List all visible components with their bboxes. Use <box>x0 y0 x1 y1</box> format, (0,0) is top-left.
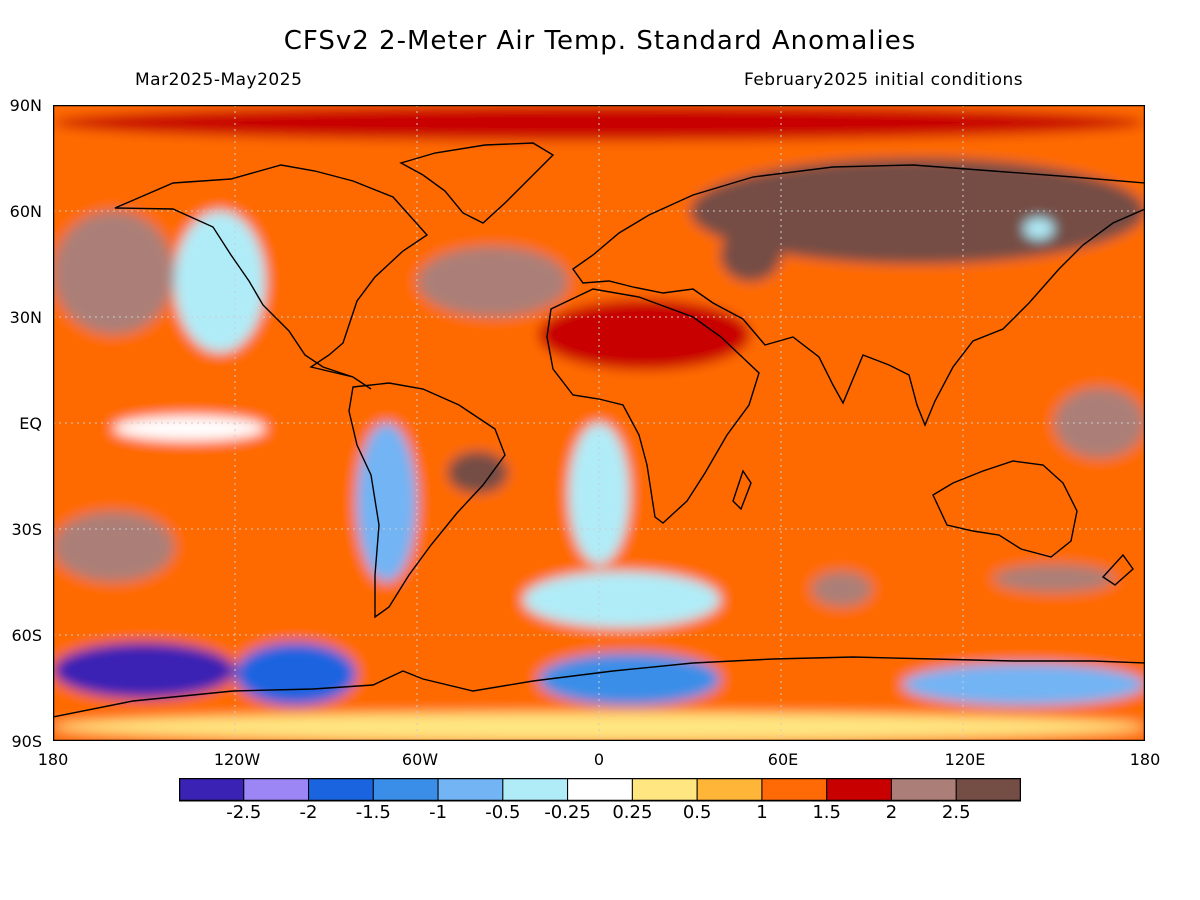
colorbar-label: 2 <box>885 802 898 823</box>
anomaly-region-19 <box>1054 387 1145 459</box>
lat-label-60n: 60N <box>9 202 42 221</box>
coastline-madagascar <box>732 469 752 511</box>
lat-label-eq: EQ <box>19 414 42 433</box>
colorbar-label: -2 <box>299 802 318 823</box>
anomaly-region-7 <box>174 211 266 353</box>
forecast-period: Mar2025-May2025 <box>135 70 303 90</box>
lon-label-60e: 60E <box>767 750 799 769</box>
coastline-africa <box>546 288 760 524</box>
colorbar-label: -0.25 <box>544 802 591 823</box>
anomaly-region-1 <box>53 642 235 699</box>
anomaly-region-20 <box>720 228 782 282</box>
map-frame <box>53 105 1145 741</box>
anomaly-region-3 <box>538 652 721 706</box>
anomaly-region-18 <box>538 299 751 370</box>
lon-label-0: 0 <box>593 750 605 769</box>
lat-label-90s: 90S <box>11 732 42 751</box>
coastline-eurasia <box>572 164 1145 427</box>
anomaly-region-14 <box>447 451 508 494</box>
lat-label-30s: 30S <box>11 520 42 539</box>
coastline-north-america <box>114 164 429 390</box>
coastline-south-america <box>348 382 506 619</box>
map-title: CFSv2 2-Meter Air Temp. Standard Anomali… <box>283 26 917 56</box>
anomaly-region-9 <box>568 423 630 565</box>
anomaly-region-13 <box>53 511 175 582</box>
anomaly-region-21 <box>811 571 873 607</box>
colorbar-label: -0.5 <box>485 802 521 823</box>
colorbar-label: 1.5 <box>812 802 841 823</box>
anomaly-region-15 <box>417 246 569 317</box>
lon-label-180e: 180 <box>1129 750 1161 769</box>
colorbar-swatch-1 <box>243 778 310 802</box>
colorbar-swatch-12 <box>955 778 1021 802</box>
colorbar-swatch-9 <box>761 778 828 802</box>
colorbar <box>179 778 1021 802</box>
anomaly-region-6 <box>113 415 266 441</box>
lon-label-120e: 120E <box>944 750 986 769</box>
anomaly-region-8 <box>356 423 417 582</box>
colorbar-swatch-8 <box>696 778 763 802</box>
anomaly-region-17 <box>53 105 1145 141</box>
colorbar-label: 0.25 <box>612 802 653 823</box>
colorbar-swatch-10 <box>826 778 892 802</box>
colorbar-swatch-7 <box>631 778 698 802</box>
anomaly-region-5 <box>53 712 1145 741</box>
lon-label-60w: 60W <box>401 750 439 769</box>
coastline-antarctica <box>53 656 1145 718</box>
anomaly-region-23 <box>1023 218 1054 240</box>
colorbar-label: -1.5 <box>355 802 391 823</box>
colorbar-swatch-3 <box>372 778 439 802</box>
lat-label-30n: 30N <box>9 308 42 327</box>
anomaly-region-2 <box>235 642 357 706</box>
colorbar-swatch-6 <box>567 778 633 802</box>
colorbar-swatch-11 <box>890 778 957 802</box>
colorbar-swatch-4 <box>437 778 504 802</box>
colorbar-label: -1 <box>429 802 448 823</box>
initial-conditions: February2025 initial conditions <box>744 70 1024 90</box>
lat-label-60s: 60S <box>11 626 42 645</box>
colorbar-swatch-2 <box>308 778 374 802</box>
anomaly-map <box>53 105 1145 741</box>
anomaly-region-12 <box>53 211 175 335</box>
colorbar-swatch-0 <box>179 778 245 802</box>
lon-label-180w: 180 <box>37 750 69 769</box>
coastline-new-zealand <box>1101 553 1134 586</box>
coastline-australia <box>932 460 1078 558</box>
map-gridlines <box>53 105 1145 741</box>
coastline-greenland <box>399 142 555 224</box>
colorbar-label: -2.5 <box>226 802 262 823</box>
lon-label-120w: 120W <box>213 750 261 769</box>
colorbar-label: 2.5 <box>941 802 971 823</box>
lat-label-90n: 90N <box>9 96 42 115</box>
colorbar-label: 1 <box>756 802 768 823</box>
colorbar-swatch-5 <box>502 778 569 802</box>
anomaly-region-4 <box>902 663 1145 706</box>
anomaly-region-10 <box>523 571 721 628</box>
anomaly-region-22 <box>993 564 1115 593</box>
coastlines <box>53 142 1145 718</box>
colorbar-label: 0.5 <box>682 802 712 823</box>
